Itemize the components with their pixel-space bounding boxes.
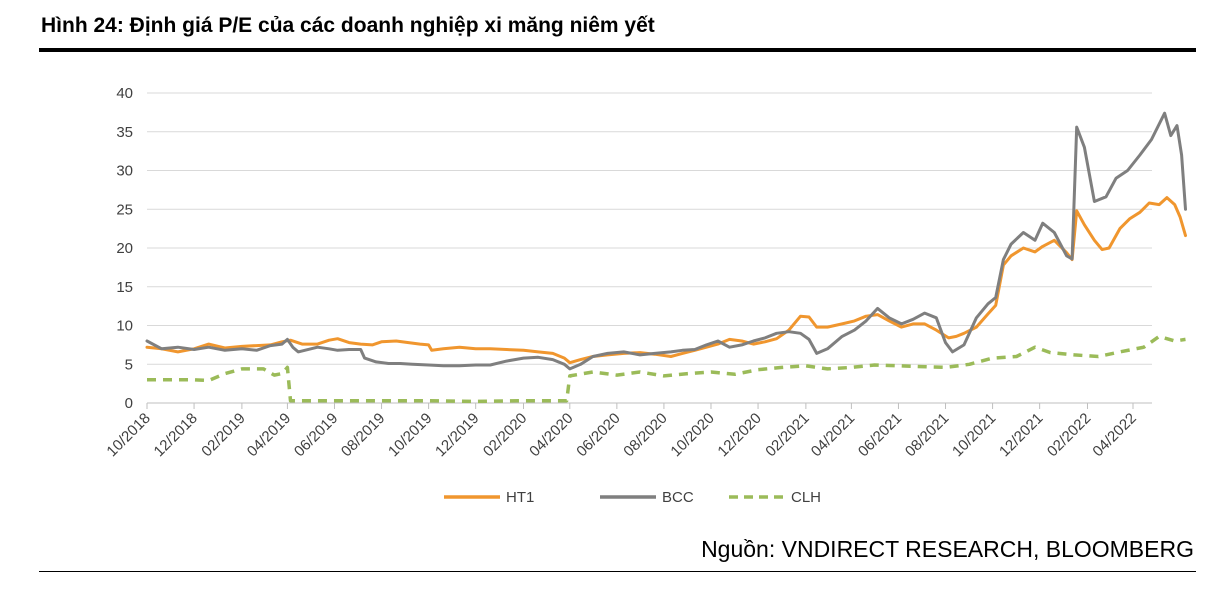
- series-line-clh: [147, 334, 1186, 404]
- title-rule: [39, 48, 1196, 52]
- series-line-ht1: [145, 196, 1187, 365]
- x-tick-label: 12/2021: [996, 410, 1046, 460]
- x-tick-label: 06/2019: [291, 410, 341, 460]
- y-axis-ticks: 0 5 10 15 20 25 30 35 40: [116, 85, 133, 412]
- y-tick-label: 35: [116, 124, 133, 141]
- x-tick-label: 12/2020: [715, 410, 765, 460]
- x-tick-label: 04/2022: [1089, 410, 1139, 460]
- x-tick-label: 10/2020: [667, 410, 717, 460]
- x-tick-label: 06/2021: [855, 410, 905, 460]
- x-tick-label: 04/2020: [526, 410, 576, 460]
- y-tick-label: 20: [116, 240, 133, 257]
- x-tick-label: 10/2019: [385, 410, 435, 460]
- y-tick-label: 5: [125, 356, 133, 373]
- series-lines: [145, 111, 1187, 404]
- x-tick-label: 10/2018: [103, 410, 153, 460]
- x-tick-label: 02/2021: [762, 410, 812, 460]
- y-tick-label: 30: [116, 163, 133, 180]
- x-tick-label: 02/2019: [198, 410, 248, 460]
- x-tick-label: 08/2021: [902, 410, 952, 460]
- x-tick-label: 08/2019: [338, 410, 388, 460]
- legend: HT1 BCC CLH: [444, 489, 821, 506]
- x-tick-label: 02/2022: [1044, 410, 1094, 460]
- figure-title: Hình 24: Định giá P/E của các doanh nghi…: [41, 14, 655, 37]
- x-tick-label: 04/2019: [244, 410, 294, 460]
- legend-label-ht1: HT1: [506, 489, 534, 506]
- x-axis-ticks: 10/201812/201802/201904/201906/201908/20…: [103, 402, 1152, 460]
- x-tick-label: 04/2021: [808, 410, 858, 460]
- legend-label-bcc: BCC: [662, 489, 694, 506]
- legend-label-clh: CLH: [791, 489, 821, 506]
- x-tick-label: 06/2020: [573, 410, 623, 460]
- y-tick-label: 25: [116, 201, 133, 218]
- x-tick-label: 02/2020: [480, 410, 530, 460]
- x-tick-label: 12/2019: [432, 410, 482, 460]
- series-line-bcc: [145, 111, 1187, 371]
- footer-rule: [39, 571, 1196, 572]
- source-note: Nguồn: VNDIRECT RESEARCH, BLOOMBERG: [701, 536, 1194, 562]
- y-tick-label: 0: [125, 395, 133, 412]
- x-tick-label: 12/2018: [151, 410, 201, 460]
- y-tick-label: 10: [116, 318, 133, 335]
- x-tick-label: 10/2021: [949, 410, 999, 460]
- y-tick-label: 15: [116, 279, 133, 296]
- y-tick-label: 40: [116, 85, 133, 102]
- x-tick-label: 08/2020: [620, 410, 670, 460]
